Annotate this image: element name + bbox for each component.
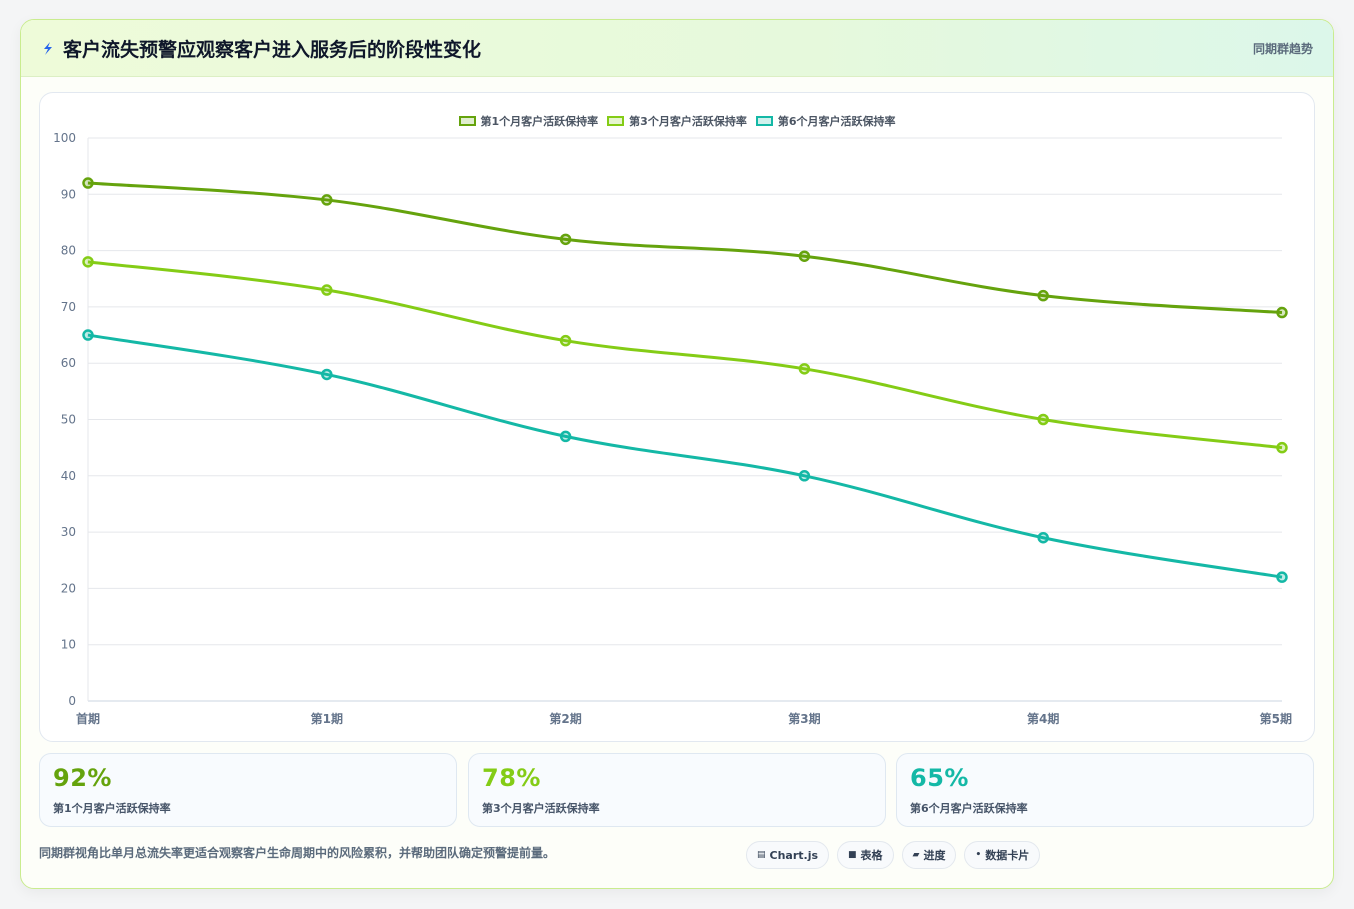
data-point <box>321 284 333 296</box>
tag-data-card[interactable]: • 数据卡片 <box>964 841 1041 869</box>
legend-label: 第1个月客户活跃保持率 <box>480 115 599 128</box>
chart-icon: ▤ <box>757 850 766 860</box>
stat-card-month-6: 65% 第6个月客户活跃保持率 <box>896 753 1314 827</box>
header-badge: 同期群趋势 <box>1252 42 1313 56</box>
data-point <box>82 256 94 268</box>
data-point <box>1276 571 1288 583</box>
tag-label: 数据卡片 <box>985 849 1030 862</box>
tag-label: Chart.js <box>769 848 819 862</box>
y-tick-label: 50 <box>61 413 76 427</box>
legend-label: 第3个月客户活跃保持率 <box>629 115 747 128</box>
data-point <box>798 470 811 482</box>
chart-card: 客户流失预警应观察客户进入服务后的阶段性变化 同期群趋势 0 10 20 30 40 50… <box>20 19 1334 889</box>
x-tick-label: 第4期 <box>1027 711 1059 726</box>
card-header: 客户流失预警应观察客户进入服务后的阶段性变化 同期群趋势 <box>21 20 1333 77</box>
tag-chartjs[interactable]: ▤ Chart.js <box>746 841 830 869</box>
stat-value: 65% <box>910 764 969 792</box>
y-tick-label: 90 <box>61 187 76 201</box>
data-point <box>559 430 572 443</box>
card-icon: • <box>975 850 982 860</box>
data-point <box>559 334 572 347</box>
data-point <box>1037 289 1049 302</box>
table-icon: ■ <box>848 850 857 860</box>
y-tick-label: 30 <box>61 525 76 539</box>
x-tick-label: 第3期 <box>788 711 820 726</box>
data-point <box>1276 306 1288 319</box>
data-point <box>1037 531 1049 544</box>
stat-value: 92% <box>53 764 112 792</box>
y-tick-label: 40 <box>61 469 76 483</box>
chart-panel: 0 10 20 30 40 50 60 70 80 90 100 首期 第1期 第2期 第3期 第4期 第5期 … <box>39 92 1315 742</box>
legend-swatch-series-1 <box>458 116 476 126</box>
series-line-3 <box>87 333 1283 579</box>
data-point <box>1276 441 1288 454</box>
legend-item-series-2[interactable]: 第3个月客户活跃保持率 <box>607 113 747 129</box>
footnote: 同期群视角比单月总流失率更适合观察客户生命周期中的风险累积，并帮助团队确定预警提… <box>39 846 556 860</box>
series-line-1 <box>87 181 1283 315</box>
legend-item-series-1[interactable]: 第1个月客户活跃保持率 <box>458 113 599 129</box>
y-tick-label: 100 <box>53 131 76 145</box>
data-point <box>559 233 572 246</box>
x-tick-label: 第5期 <box>1260 711 1292 726</box>
tag-progress[interactable]: ▰ 进度 <box>901 841 957 869</box>
lightning-icon <box>44 42 52 55</box>
x-tick-label: 第1期 <box>311 711 343 726</box>
legend-swatch-series-3 <box>755 116 773 126</box>
stat-label: 第1个月客户活跃保持率 <box>53 802 171 815</box>
stat-value: 78% <box>482 764 541 792</box>
page-title: 客户流失预警应观察客户进入服务后的阶段性变化 <box>63 39 482 61</box>
stat-card-month-3: 78% 第3个月客户活跃保持率 <box>468 753 886 827</box>
tag-label: 表格 <box>860 849 883 862</box>
data-point <box>798 363 811 375</box>
data-point <box>1037 413 1049 426</box>
y-tick-label: 0 <box>68 694 76 708</box>
data-point <box>82 177 94 189</box>
tag-table[interactable]: ■ 表格 <box>837 841 894 869</box>
chart-legend: 第1个月客户活跃保持率 第3个月客户活跃保持率 第6个月客户活跃保持率 <box>40 113 1314 129</box>
series-line-2 <box>87 260 1283 450</box>
data-point <box>321 368 333 381</box>
tag-list: ▤ Chart.js ■ 表格 ▰ 进度 • 数据卡片 <box>746 841 1041 869</box>
stat-label: 第3个月客户活跃保持率 <box>482 802 600 815</box>
y-tick-label: 80 <box>61 244 76 258</box>
legend-swatch-series-2 <box>607 116 625 126</box>
y-tick-label: 70 <box>61 300 76 314</box>
legend-item-series-3[interactable]: 第6个月客户活跃保持率 <box>755 113 896 129</box>
x-tick-label: 第2期 <box>549 711 581 726</box>
y-tick-label: 10 <box>61 638 76 652</box>
legend-label: 第6个月客户活跃保持率 <box>777 115 896 128</box>
progress-icon: ▰ <box>912 850 920 860</box>
data-point <box>82 329 94 341</box>
stat-card-month-1: 92% 第1个月客户活跃保持率 <box>39 753 457 827</box>
line-chart: 0 10 20 30 40 50 60 70 80 90 100 首期 第1期 第2期 第3期 第4期 第5期 <box>53 131 1292 726</box>
y-tick-label: 60 <box>61 356 76 370</box>
data-point <box>798 250 811 262</box>
data-point <box>321 194 333 206</box>
y-tick-label: 20 <box>61 581 76 595</box>
tag-label: 进度 <box>923 849 946 862</box>
stat-label: 第6个月客户活跃保持率 <box>910 802 1028 815</box>
x-tick-label: 首期 <box>76 711 100 726</box>
